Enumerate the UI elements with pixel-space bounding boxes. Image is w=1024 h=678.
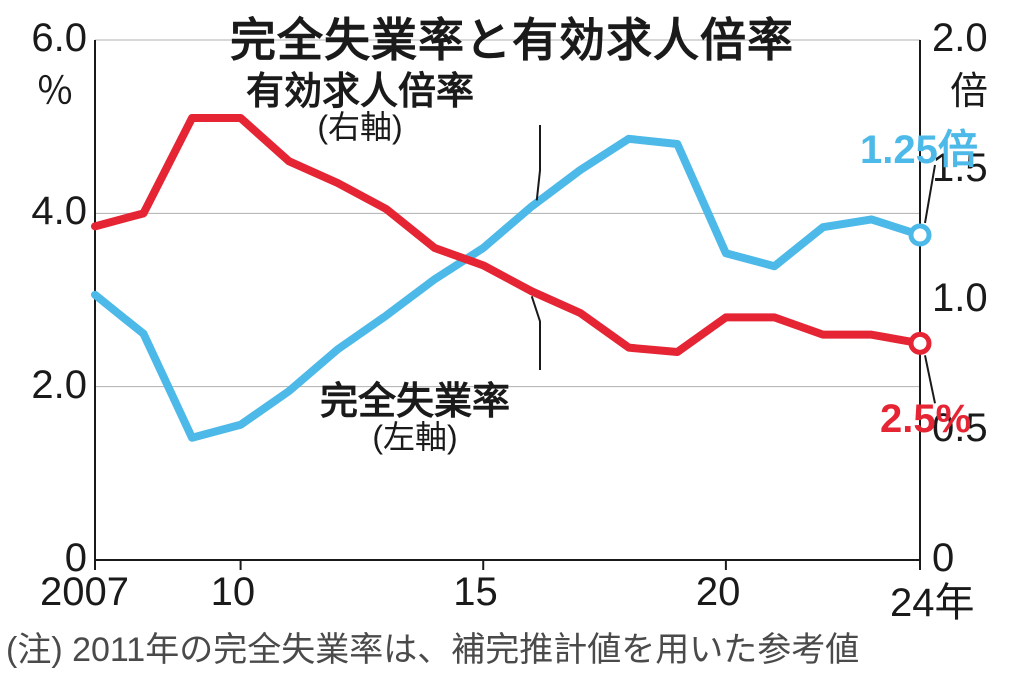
right-tick-2: 2.0 — [932, 16, 988, 61]
left-axis-unit: ％ — [36, 60, 74, 115]
leader-unemployment — [532, 296, 540, 370]
left-tick-4: 4.0 — [5, 189, 87, 234]
annot-unemp-sub: (左軸) — [285, 412, 545, 458]
chart-container: 完全失業率と有効求人倍率 02.04.06.0％00.51.01.52.0倍20… — [0, 0, 1024, 678]
x-tick-2024: 24年 — [890, 570, 975, 628]
right-tick-1: 1.0 — [932, 276, 988, 321]
left-tick-2: 2.0 — [5, 363, 87, 408]
x-tick-2015: 15 — [453, 570, 498, 615]
leader-unemp-end — [925, 355, 935, 403]
x-tick-2010: 10 — [211, 570, 256, 615]
leader-job-ratio — [537, 125, 540, 200]
unemployment-line — [95, 118, 920, 352]
left-tick-6: 6.0 — [5, 16, 87, 61]
x-tick-2007: 2007 — [40, 570, 129, 615]
chart-svg — [0, 0, 1024, 678]
right-axis-unit: 倍 — [950, 60, 988, 115]
end-label-job: 1.25倍 — [860, 117, 978, 175]
unemployment-end-marker — [911, 334, 929, 352]
end-label-unemp: 2.5% — [880, 397, 971, 442]
x-tick-2020: 20 — [696, 570, 741, 615]
annot-job-ratio-sub: (右軸) — [230, 102, 490, 148]
job-ratio-end-marker — [911, 226, 929, 244]
chart-title: 完全失業率と有効求人倍率 — [0, 4, 1024, 70]
chart-note: (注) 2011年の完全失業率は、補完推計値を用いた参考値 — [6, 622, 859, 671]
